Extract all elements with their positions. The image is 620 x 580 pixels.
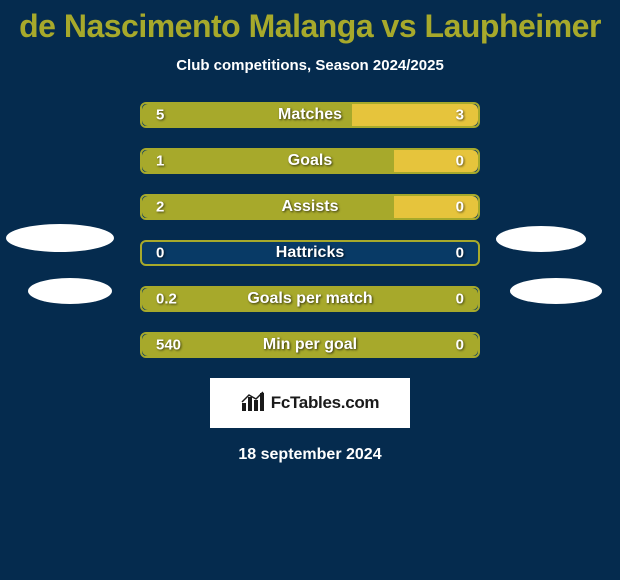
stat-row: 0.2 0 Goals per match [140, 286, 480, 312]
stat-value-left: 2 [156, 199, 164, 216]
stat-value-right: 0 [456, 199, 464, 216]
stat-label: Min per goal [263, 336, 357, 354]
stat-bar-left [142, 150, 394, 172]
stat-value-right: 0 [456, 291, 464, 308]
comparison-body: 53Matches10Goals20Assists00Hattricks0.20… [0, 102, 620, 464]
stat-value-left: 0.2 [156, 291, 177, 308]
stat-label: Goals [288, 152, 332, 170]
stat-bar-left [142, 196, 394, 218]
stat-row: 1 0 Goals [140, 148, 480, 174]
stat-bar-right [394, 196, 478, 218]
stat-value-left: 0 [156, 245, 164, 262]
date-line: 18 september 2024 [0, 446, 620, 464]
stat-label: Hattricks [276, 244, 344, 262]
stat-label: Goals per match [247, 290, 372, 308]
stat-bar-right [394, 150, 478, 172]
stat-value-right: 0 [456, 337, 464, 354]
player-right-ellipse-1 [496, 226, 586, 252]
comparison-title: de Nascimento Malanga vs Laupheimer [0, 0, 620, 45]
chart-bars-icon [241, 391, 265, 416]
stat-value-left: 5 [156, 107, 164, 124]
logo-box: FcTables.com [210, 378, 410, 428]
player-left-ellipse-1 [6, 224, 114, 252]
stat-row: 5 3 Matches [140, 102, 480, 128]
stat-row: 540 0 Min per goal [140, 332, 480, 358]
stat-label: Assists [282, 198, 339, 216]
logo-text: FcTables.com [271, 393, 380, 413]
stat-value-left: 540 [156, 337, 181, 354]
stat-value-right: 0 [456, 245, 464, 262]
stat-value-left: 1 [156, 153, 164, 170]
stat-label: Matches [278, 106, 342, 124]
stat-row: 0 0 Hattricks [140, 240, 480, 266]
player-right-ellipse-2 [510, 278, 602, 304]
player-left-ellipse-2 [28, 278, 112, 304]
stat-value-right: 3 [456, 107, 464, 124]
comparison-subtitle: Club competitions, Season 2024/2025 [0, 57, 620, 74]
stat-row: 2 0 Assists [140, 194, 480, 220]
stat-value-right: 0 [456, 153, 464, 170]
